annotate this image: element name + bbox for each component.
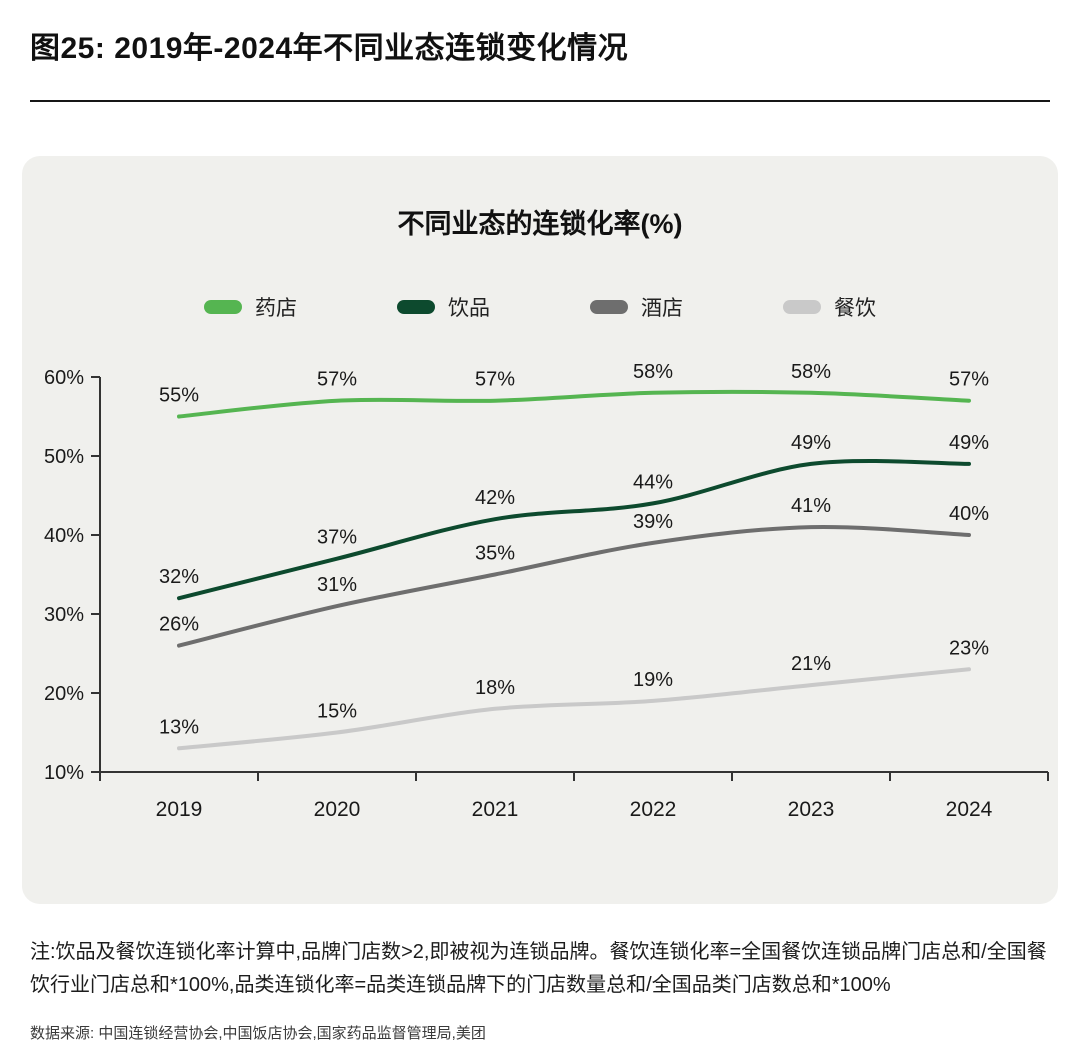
data-source: 数据来源: 中国连锁经营协会,中国饭店协会,国家药品监督管理局,美团 bbox=[30, 1025, 486, 1042]
x-axis-label: 2023 bbox=[788, 798, 835, 821]
data-label-beverage: 37% bbox=[317, 527, 357, 549]
data-label-restaurant: 19% bbox=[633, 669, 673, 691]
chart-note: 注:饮品及餐饮连锁化率计算中,品牌门店数>2,即被视为连锁品牌。餐饮连锁化率=全… bbox=[30, 941, 1047, 996]
y-axis-label: 40% bbox=[44, 525, 84, 547]
data-label-hotel: 39% bbox=[633, 511, 673, 533]
legend-label-hotel: 酒店 bbox=[641, 297, 683, 320]
x-axis-label: 2024 bbox=[946, 798, 993, 821]
data-label-hotel: 26% bbox=[159, 614, 199, 636]
data-label-restaurant: 15% bbox=[317, 701, 357, 723]
data-label-pharmacy: 55% bbox=[159, 385, 199, 407]
data-label-hotel: 31% bbox=[317, 574, 357, 596]
x-axis-label: 2022 bbox=[630, 798, 677, 821]
y-axis-label: 10% bbox=[44, 762, 84, 784]
figure-footer: 注:饮品及餐饮连锁化率计算中,品牌门店数>2,即被视为连锁品牌。餐饮连锁化率=全… bbox=[30, 936, 1050, 1043]
x-axis-label: 2020 bbox=[314, 798, 361, 821]
legend-swatch-hotel bbox=[590, 300, 628, 314]
series-line-pharmacy bbox=[177, 389, 971, 419]
data-label-restaurant: 23% bbox=[949, 637, 989, 659]
data-label-beverage: 49% bbox=[949, 432, 989, 454]
data-label-hotel: 40% bbox=[949, 503, 989, 525]
line-chart: 10% 20% 30% 40% 50% 60% 2019 2020 2021 2022 2023 20… bbox=[44, 361, 1049, 821]
data-label-beverage: 42% bbox=[475, 487, 515, 509]
legend-item-pharmacy: 药店 bbox=[204, 292, 297, 322]
report-page: 图25: 2019年-2024年不同业态连锁变化情况 不同业态的连锁化率(%) … bbox=[0, 28, 1080, 1050]
figure-header: 图25: 2019年-2024年不同业态连锁变化情况 bbox=[30, 28, 1050, 102]
series-line-beverage bbox=[177, 458, 971, 601]
title-divider bbox=[30, 100, 1050, 102]
data-label-beverage: 44% bbox=[633, 471, 673, 493]
data-label-restaurant: 21% bbox=[791, 653, 831, 675]
data-label-pharmacy: 58% bbox=[633, 361, 673, 383]
legend-swatch-pharmacy bbox=[204, 300, 242, 314]
y-axis-label: 20% bbox=[44, 683, 84, 705]
legend-item-hotel: 酒店 bbox=[590, 292, 683, 322]
data-label-beverage: 49% bbox=[791, 432, 831, 454]
data-label-restaurant: 13% bbox=[159, 716, 199, 738]
legend-label-beverage: 饮品 bbox=[448, 297, 490, 320]
chart-title: 不同业态的连锁化率(%) bbox=[397, 209, 683, 239]
data-label-pharmacy: 57% bbox=[475, 369, 515, 391]
data-label-hotel: 35% bbox=[475, 543, 515, 565]
x-axis-label: 2021 bbox=[472, 798, 519, 821]
legend-item-restaurant: 餐饮 bbox=[783, 292, 876, 322]
legend-swatch-beverage bbox=[397, 300, 435, 314]
x-axis-label: 2019 bbox=[156, 798, 203, 821]
data-label-hotel: 41% bbox=[791, 495, 831, 517]
chart-legend: 药店 饮品 酒店 餐饮 bbox=[22, 297, 1058, 320]
chart-area: 10% 20% 30% 40% 50% 60% 2019 2020 2021 2022 2023 20… bbox=[22, 347, 1058, 847]
y-axis-label: 30% bbox=[44, 604, 84, 626]
chart-card: 不同业态的连锁化率(%) 药店 饮品 酒店 餐饮 10% 20% 30% 40% 50% 60%… bbox=[22, 156, 1058, 904]
legend-swatch-restaurant bbox=[783, 300, 821, 314]
series-line-restaurant bbox=[177, 667, 971, 751]
legend-label-pharmacy: 药店 bbox=[255, 297, 297, 320]
legend-label-restaurant: 餐饮 bbox=[834, 297, 876, 320]
data-label-pharmacy: 58% bbox=[791, 361, 831, 383]
data-label-pharmacy: 57% bbox=[949, 369, 989, 391]
series-line-hotel bbox=[177, 524, 971, 648]
data-label-pharmacy: 57% bbox=[317, 369, 357, 391]
legend-item-beverage: 饮品 bbox=[397, 292, 490, 322]
data-label-beverage: 32% bbox=[159, 566, 199, 588]
figure-title: 图25: 2019年-2024年不同业态连锁变化情况 bbox=[30, 32, 629, 65]
data-label-restaurant: 18% bbox=[475, 677, 515, 699]
y-axis-label: 50% bbox=[44, 446, 84, 468]
y-axis-label: 60% bbox=[44, 367, 84, 389]
